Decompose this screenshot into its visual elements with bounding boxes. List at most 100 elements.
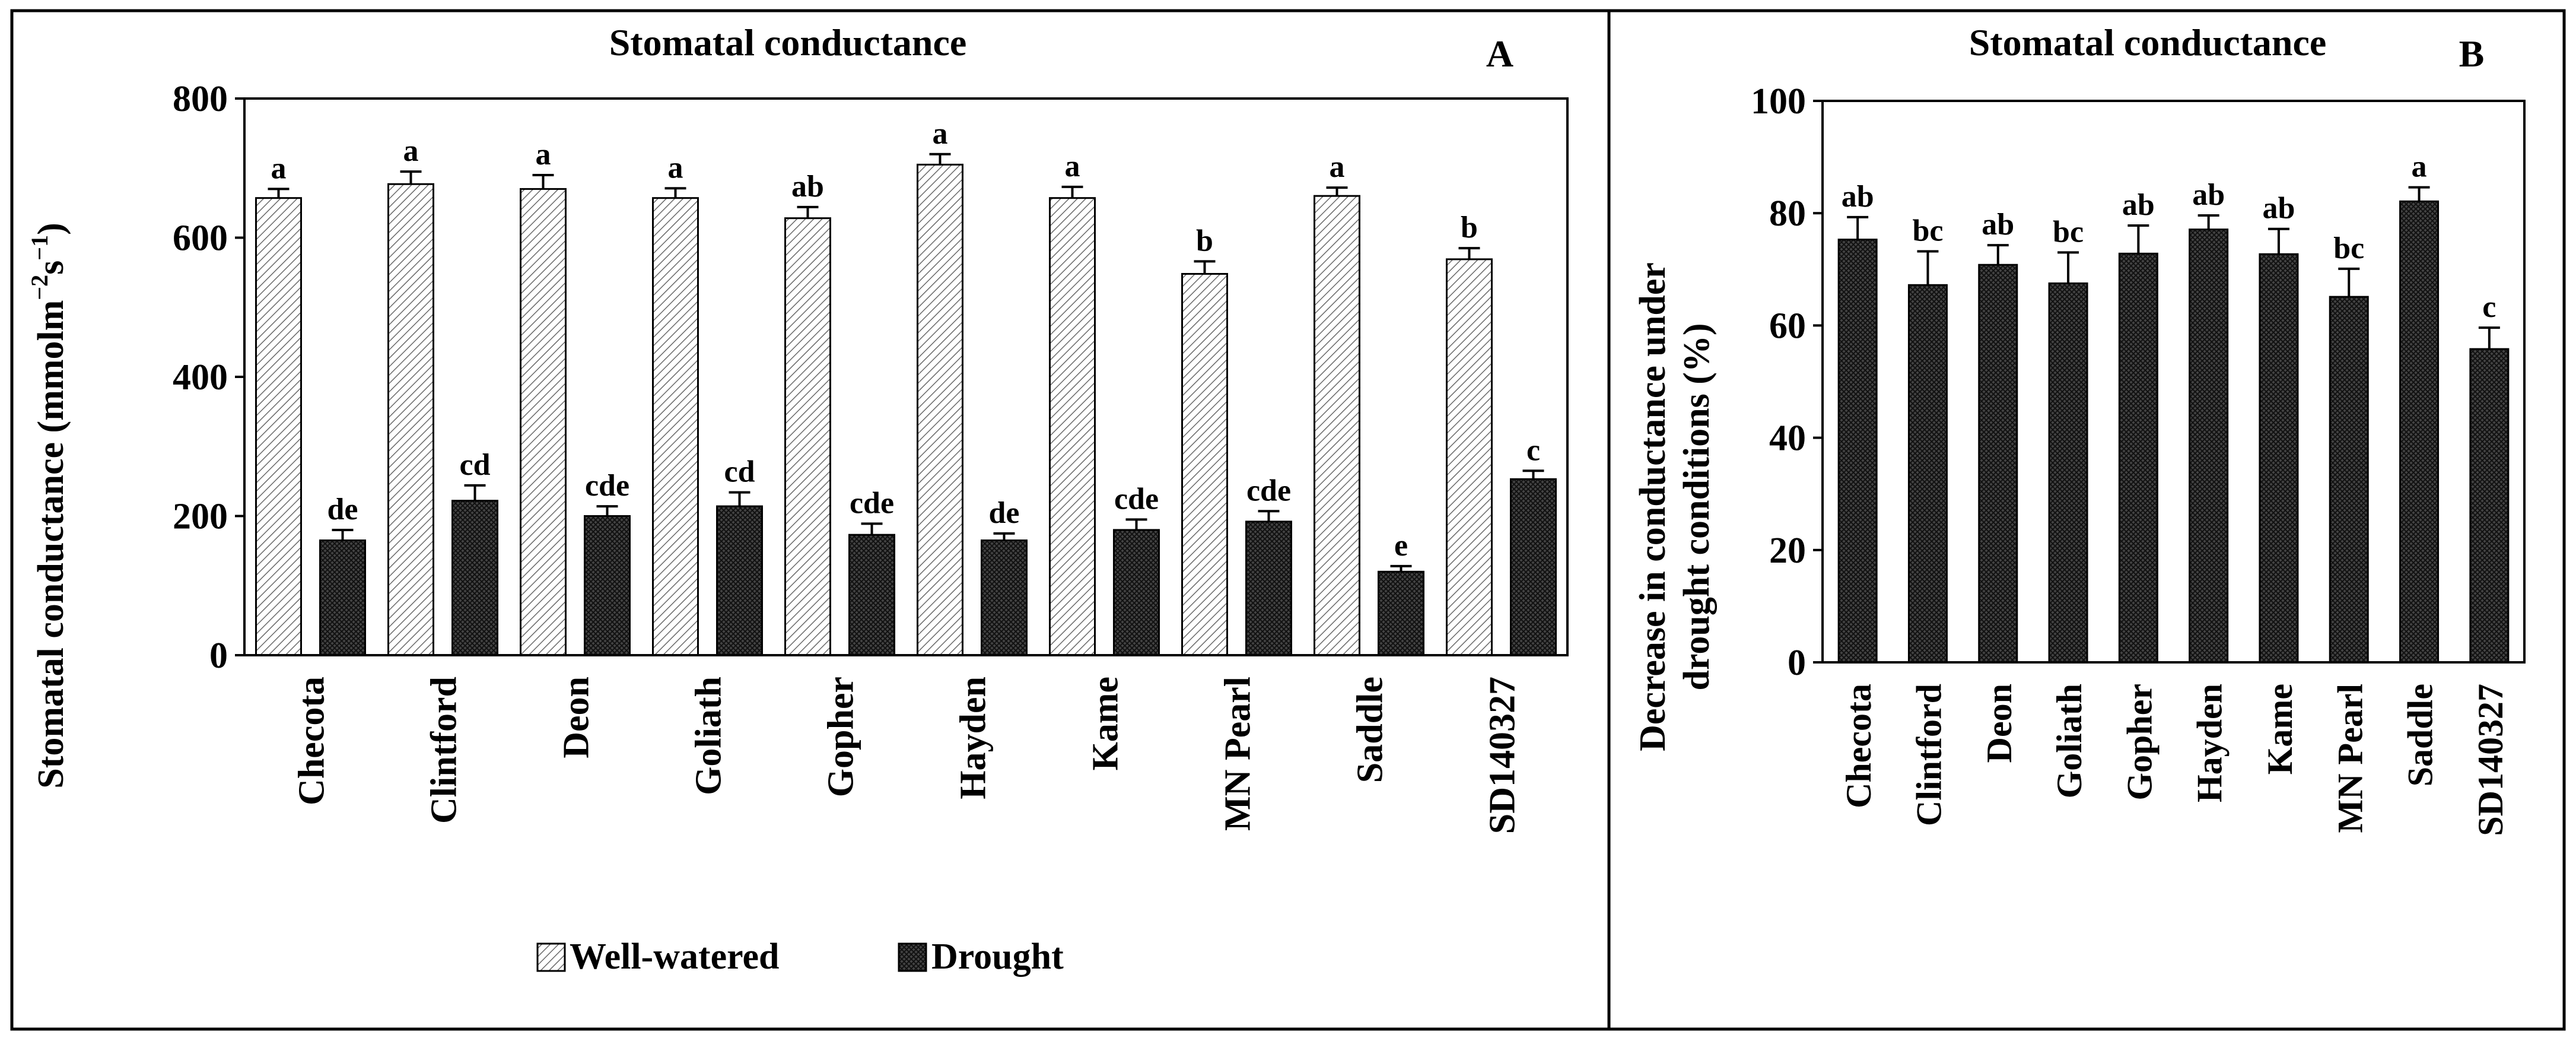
panel-b-y-ticks: 0 20 40 60 80 100 [1751,81,1823,683]
x-tick-label-deon: Deon [556,677,597,758]
bar-decrease-sd140327 [2469,348,2510,664]
panel-b: Stomatal conductance B Decrease in condu… [1633,21,2526,836]
x-tick-label-saddle: Saddle [1350,677,1391,783]
panel-a-plot-frame [243,97,1569,656]
bar-drought-checota-letter: de [327,493,358,526]
bar-drought-gopher-letter: cde [850,486,894,520]
bar-decrease-mn-pearl-letter: bc [2333,231,2364,265]
bar-well-watered-checota-letter: a [271,151,287,185]
bar-drought-gopher [848,534,895,656]
panel-b-x-tick-labels: Checota Clintford Deon Goliath Gopher Hayden K… [1839,684,2510,836]
bar-drought-deon-letter: cde [585,469,629,503]
bar-well-watered-sd140327 [1446,258,1493,656]
bar-drought-clintford [451,500,498,656]
x-tick-label-hayden: Hayden [953,677,994,799]
bar-drought-kame-letter: cde [1114,482,1159,516]
figure-frame [10,9,2566,1031]
bar-well-watered-clintford [387,183,434,656]
panel-a-legend: Well-watered Drought [536,937,1064,977]
bar-drought-goliath [716,505,763,656]
bar-well-watered-saddle [1314,195,1360,656]
x-tick-label-deon: Deon [1980,684,2019,763]
bar-decrease-checota-letter: ab [1842,180,1874,214]
panel-b-error-bars [1847,186,2500,350]
bar-drought-goliath-letter: cd [724,455,755,489]
legend-swatch-well-watered [536,942,566,972]
x-tick-label-checota: Checota [1839,684,1878,808]
bar-drought-checota [319,539,366,656]
x-tick-label-kame: Kame [1086,677,1126,770]
bar-decrease-hayden [2189,228,2229,664]
bar-decrease-checota [1837,239,1878,664]
bar-decrease-kame [2259,253,2299,664]
legend-label-well-watered: Well-watered [570,937,780,977]
bar-well-watered-hayden-letter: a [933,117,948,151]
y-tick-label: 0 [209,636,228,676]
panel-b-significance-letters: ab bc ab bc ab ab ab bc a c [1842,150,2497,325]
y-tick-label: 800 [173,79,228,119]
x-tick-label-clintford: Clintford [1909,684,1948,826]
bar-drought-deon [584,515,631,656]
x-tick-label-sd140327: SD140327 [1483,677,1523,834]
x-tick-label-sd140327: SD140327 [2471,684,2510,836]
x-tick-label-goliath: Goliath [689,677,729,795]
legend-swatch-drought [898,942,927,972]
bar-decrease-mn-pearl [2329,296,2369,664]
panel-a-error-bars [268,153,1544,572]
bar-decrease-goliath-letter: bc [2053,215,2084,249]
bar-drought-sd140327-letter: c [1526,433,1540,467]
panel-a-x-tick-labels: Checota Clintford Deon Goliath Gopher Hayden K… [292,677,1523,834]
bar-drought-saddle [1378,570,1424,656]
bar-drought-sd140327 [1510,478,1557,656]
panel-a: Stomatal conductance A Stomatal conducta… [26,21,1569,977]
bar-decrease-deon [1978,264,2018,664]
bar-well-watered-clintford-letter: a [403,134,419,168]
panel-b-label: B [2459,33,2485,75]
x-tick-label-saddle: Saddle [2401,684,2440,786]
legend-label-drought: Drought [931,937,1064,977]
panel-b-plot-frame [1821,100,2526,664]
bar-decrease-saddle [2399,200,2440,664]
panel-a-significance-letters: a de a cd a cde a cd ab cde a de a cde b cde a e b c [271,117,1541,563]
bar-drought-saddle-letter: e [1394,529,1408,563]
bar-drought-hayden [981,539,1028,656]
bar-decrease-hayden-letter: ab [2192,178,2225,212]
x-tick-label-kame: Kame [2260,684,2300,774]
bar-well-watered-kame [1049,197,1096,656]
y-tick-label: 600 [173,218,228,259]
panel-b-bars [1837,200,2510,664]
bar-well-watered-deon-letter: a [536,138,551,172]
bar-well-watered-gopher [784,217,831,656]
bar-well-watered-goliath [652,197,699,656]
bar-drought-hayden-letter: de [989,496,1020,530]
bar-decrease-saddle-letter: a [2412,150,2427,184]
bar-drought-kame [1113,529,1160,656]
panel-a-title: Stomatal conductance [609,21,967,64]
y-tick-label: 400 [173,357,228,398]
x-tick-label-hayden: Hayden [2190,684,2230,802]
bar-drought-clintford-letter: cd [460,448,491,482]
bar-decrease-sd140327-letter: c [2482,290,2496,324]
bar-drought-mn-pearl [1245,520,1292,656]
x-tick-label-gopher: Gopher [821,677,861,797]
x-tick-label-goliath: Goliath [2050,684,2089,798]
bar-decrease-clintford [1907,284,1948,664]
panel-a-y-axis-label: Stomatal conductance (mmolm−2s−1) [26,223,71,789]
bar-well-watered-goliath-letter: a [668,151,683,185]
bar-decrease-clintford-letter: bc [1912,214,1943,248]
y-tick-label: 80 [1769,193,1806,234]
bar-well-watered-sd140327-letter: b [1461,211,1478,245]
y-tick-label: 40 [1769,418,1806,459]
bar-decrease-kame-letter: ab [2262,192,2295,226]
bar-well-watered-gopher-letter: ab [791,170,824,204]
bar-decrease-gopher [2118,252,2158,664]
bar-well-watered-deon [520,188,567,656]
y-tick-label: 100 [1751,81,1806,122]
panel-a-y-ticks: 0 200 400 600 800 [173,79,244,676]
panel-b-y-axis-label-line2: drought conditions (%) [1677,323,1717,691]
y-tick-label: 20 [1769,531,1806,571]
y-tick-label: 0 [1788,643,1806,683]
panel-a-label: A [1486,33,1513,75]
panel-a-bars [255,163,1557,656]
